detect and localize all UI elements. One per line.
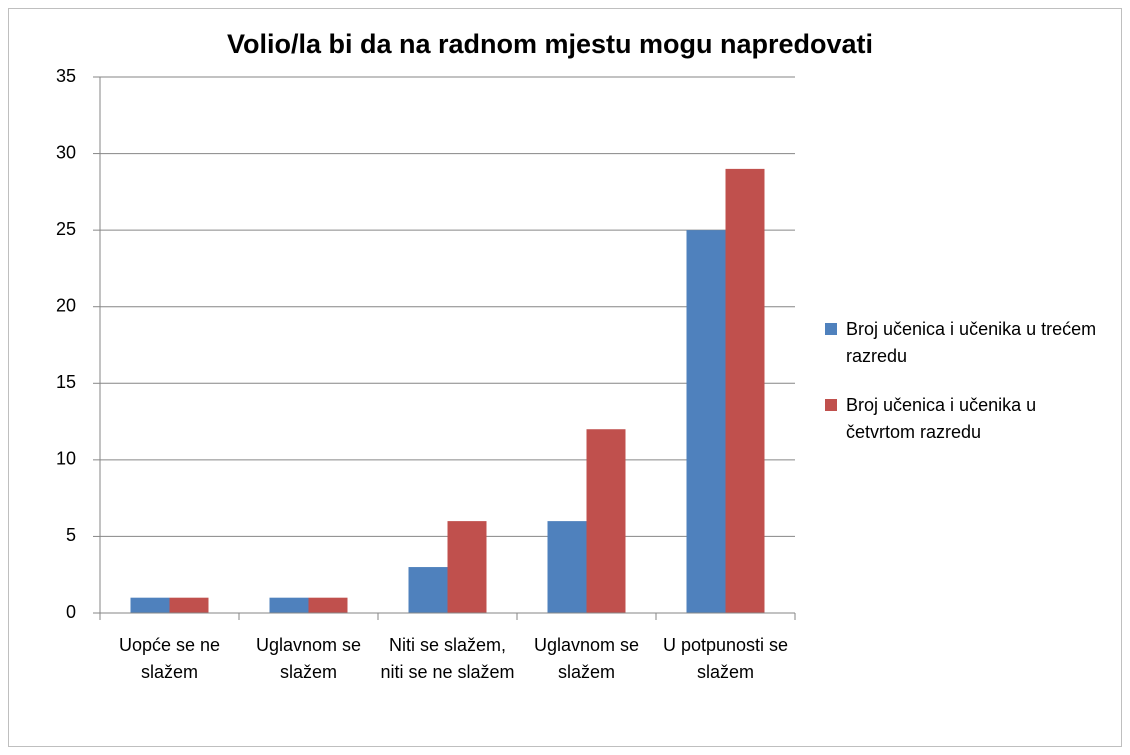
y-tick-label: 10	[56, 449, 76, 469]
y-tick-label: 35	[56, 66, 76, 86]
bar	[408, 567, 448, 613]
bar	[547, 521, 587, 613]
legend-label: Broj učenica i učenika u četvrtom razred…	[846, 395, 1037, 442]
y-tick-label: 15	[56, 372, 76, 392]
legend-label: Broj učenica i učenika u trećem razredu	[846, 319, 1097, 366]
x-tick-label: Niti se slažem, niti se ne slažem	[380, 635, 515, 682]
x-tick-label: Uglavnom se slažem	[255, 635, 362, 682]
legend-swatch	[825, 399, 837, 411]
y-tick-label: 0	[66, 602, 76, 622]
bar	[447, 521, 487, 613]
y-tick-label: 5	[66, 525, 76, 545]
bar	[308, 597, 348, 613]
y-tick-label: 20	[56, 295, 76, 315]
x-tick-label: Uopće se ne slažem	[118, 635, 221, 682]
y-tick-label: 25	[56, 219, 76, 239]
bar	[586, 429, 626, 613]
bar	[130, 597, 170, 613]
chart-title: Volio/la bi da na radnom mjestu mogu nap…	[227, 29, 873, 59]
bar	[169, 597, 209, 613]
x-tick-label: U potpunosti se slažem	[662, 635, 789, 682]
bar	[686, 230, 726, 613]
x-tick-label: Uglavnom se slažem	[533, 635, 640, 682]
bar	[725, 168, 765, 613]
y-tick-label: 30	[56, 142, 76, 162]
chart-border	[8, 8, 1122, 747]
bar	[269, 597, 309, 613]
legend-swatch	[825, 323, 837, 335]
